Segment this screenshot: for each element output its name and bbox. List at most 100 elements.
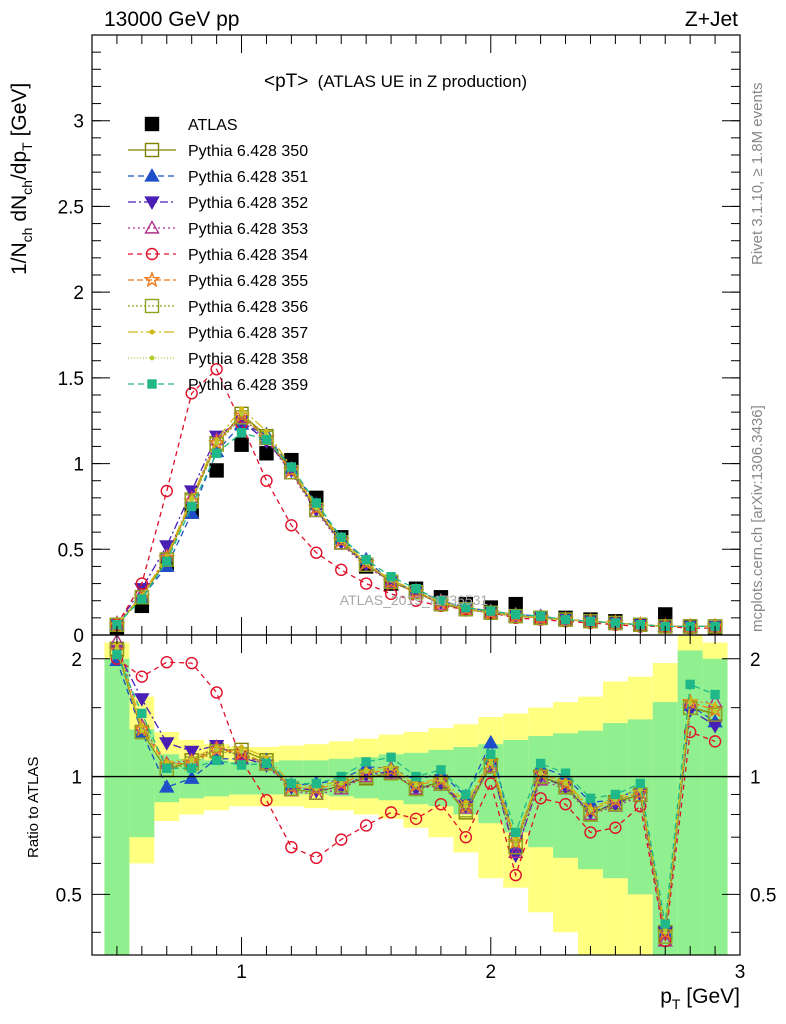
main-point	[137, 594, 147, 604]
main-point	[134, 590, 150, 605]
main-point	[332, 531, 350, 549]
legend-marker	[149, 355, 155, 361]
ratio-point	[214, 747, 220, 753]
ratio-point	[134, 693, 150, 707]
ratio-series-group	[108, 635, 724, 948]
ratio-point	[461, 789, 471, 800]
legend-label: Pythia 6.428 359	[188, 377, 308, 394]
legend-entry: Pythia 6.428 358	[128, 351, 308, 368]
ratio-point	[239, 744, 245, 750]
legend-entry: Pythia 6.428 351	[128, 168, 308, 186]
ratio-point	[384, 806, 398, 819]
ratio-point	[463, 803, 469, 809]
ratio-point	[610, 789, 621, 800]
ratio-point	[438, 777, 444, 783]
ratio-y-tick-label-right: 0.5	[750, 885, 776, 906]
ratio-point	[183, 745, 200, 760]
ratio-y-tick-label: 0.5	[56, 885, 82, 906]
ratio-point	[210, 686, 223, 699]
plot-title-main: <pT>	[264, 71, 308, 92]
legend-label: Pythia 6.428 353	[188, 221, 308, 238]
ratio-y-tick-label: 2	[71, 650, 82, 671]
ratio-point	[662, 929, 668, 935]
ratio-point	[160, 655, 173, 669]
ratio-point	[185, 656, 198, 670]
ratio-x-tick-label: 3	[735, 962, 746, 983]
main-point	[209, 463, 224, 478]
ratio-point	[486, 749, 496, 759]
ratio-point	[335, 833, 348, 846]
main-y-tick-label: 0.5	[58, 540, 84, 561]
legend-label: Pythia 6.428 358	[188, 351, 308, 368]
main-point	[458, 602, 474, 617]
legend-marker	[144, 220, 160, 234]
ratio-point	[609, 821, 622, 834]
axes-group: 0 0.5 1 1.5 2 2.5 3 1 2 3 0.5 0.5 1 1 2 2	[56, 34, 776, 983]
legend-entry: Pythia 6.428 350	[128, 142, 308, 160]
legend-entry: ATLAS	[144, 116, 238, 134]
main-point	[361, 554, 371, 565]
main-point	[160, 484, 173, 498]
ratio-point	[513, 842, 519, 848]
legend-entry: Pythia 6.428 356	[128, 298, 308, 316]
ratio-point	[361, 757, 371, 767]
plot-title-sub: (ATLAS UE in Z production)	[318, 72, 527, 91]
main-point	[236, 428, 247, 438]
ratio-point	[189, 757, 195, 763]
ratio-x-tick-label: 1	[236, 962, 247, 983]
main-point	[585, 616, 596, 626]
main-y-tick-label: 3	[73, 112, 84, 133]
ratio-point	[386, 752, 396, 763]
main-point	[208, 433, 226, 451]
ratio-point	[159, 737, 175, 751]
ratio-point	[159, 779, 175, 793]
main-y-tick-label: 1.5	[58, 369, 84, 390]
main-point	[386, 572, 396, 582]
main-point	[162, 556, 172, 566]
ratio-point	[712, 702, 718, 708]
ratio-point	[413, 782, 419, 788]
band-green-bin	[104, 658, 130, 955]
legend-marker	[143, 270, 161, 288]
legend-label: Pythia 6.428 356	[188, 299, 308, 316]
ratio-point	[510, 827, 521, 838]
ratio-point	[164, 759, 170, 765]
main-point	[159, 552, 174, 567]
header-left: 13000 GeV pp	[104, 8, 239, 31]
main-y-tick-label: 2	[73, 283, 84, 304]
ratio-point	[260, 794, 273, 807]
main-point	[535, 611, 546, 621]
ratio-point	[635, 778, 646, 789]
ratio-point	[685, 679, 695, 690]
ratio-point	[535, 758, 546, 769]
main-point	[311, 498, 322, 508]
ratio-point	[236, 760, 247, 770]
ratio-point	[211, 755, 222, 766]
legend-entry: Pythia 6.428 353	[128, 220, 308, 238]
main-point	[285, 519, 298, 532]
ratio-y-tick-label-right: 1	[750, 768, 761, 789]
ratio-point	[459, 830, 473, 844]
band-green-bin	[204, 760, 230, 797]
legend-label: Pythia 6.428 354	[188, 247, 308, 264]
ratio-point	[538, 770, 544, 776]
main-point	[307, 499, 325, 516]
plot-title: <pT> (ATLAS UE in Z production)	[264, 71, 527, 92]
main-point	[510, 609, 521, 620]
ratio-point	[409, 812, 423, 825]
ratio-point	[436, 765, 446, 775]
legend-marker	[149, 329, 155, 335]
ratio-point	[232, 743, 251, 761]
ratio-point	[310, 851, 323, 865]
legend-marker	[144, 196, 160, 210]
main-point	[407, 583, 425, 600]
ratio-series-line	[116, 658, 716, 942]
main-point	[461, 602, 471, 613]
legend-marker	[144, 142, 160, 158]
legend-label: Pythia 6.428 357	[188, 325, 308, 342]
band-green-bin	[528, 735, 554, 848]
main-point	[310, 546, 323, 559]
main-point	[260, 474, 273, 487]
ratio-point	[183, 770, 200, 784]
